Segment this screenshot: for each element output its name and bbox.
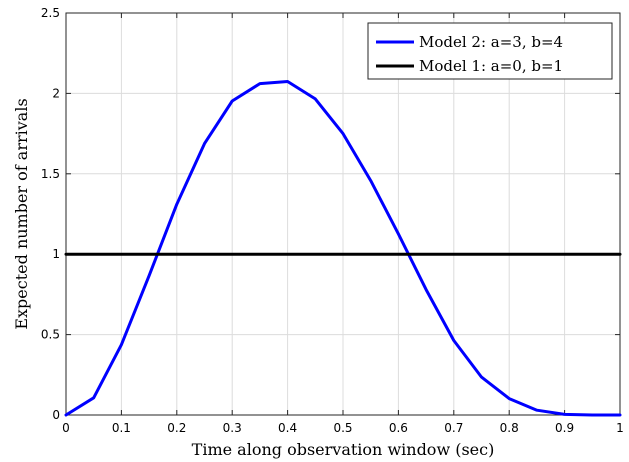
series-layer [64,80,622,417]
y-tick-label: 1 [52,247,60,261]
series-line-model-2 [64,80,622,417]
y-tick-label: 2.5 [41,6,60,20]
x-tick-label: 0.2 [167,421,186,435]
x-tick-label: 0.9 [555,421,574,435]
legend-label-model-1: Model 1: a=0, b=1 [419,57,563,75]
y-tick-label: 1.5 [41,167,60,181]
legend: Model 2: a=3, b=4 Model 1: a=0, b=1 [367,22,613,80]
x-tick-label: 1 [616,421,624,435]
x-axis-label: Time along observation window (sec) [192,440,495,459]
y-axis-label: Expected number of arrivals [12,98,31,329]
x-tick-label: 0.1 [112,421,131,435]
x-tick-label: 0.6 [389,421,408,435]
y-tick-label: 2 [52,86,60,100]
y-tick-label: 0 [52,408,60,422]
x-tick-label: 0.8 [500,421,519,435]
y-tick-label: 0.5 [41,328,60,342]
x-tick-label: 0 [62,421,70,435]
x-tick-label: 0.7 [444,421,463,435]
ticks: 0 0.1 0.2 0.3 0.4 0.5 0.6 0.7 0.8 0.9 1 0 0.5 1 1.5 2 2.… [41,6,624,435]
x-tick-label: 0.4 [278,421,297,435]
x-tick-label: 0.5 [333,421,352,435]
x-tick-label: 0.3 [223,421,242,435]
legend-box [367,22,613,80]
legend-label-model-2: Model 2: a=3, b=4 [419,33,563,51]
